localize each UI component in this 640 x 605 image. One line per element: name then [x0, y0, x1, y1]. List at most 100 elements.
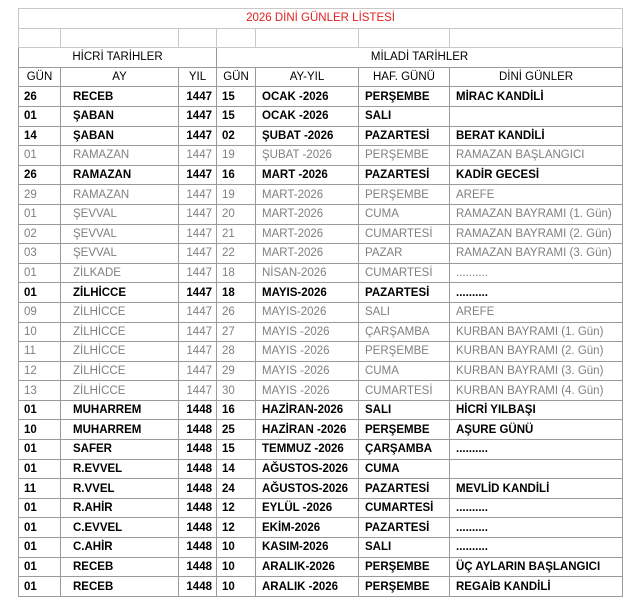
cell: KURBAN BAYRAMI (1. Gün) [448, 321, 624, 343]
cell: 01 [18, 203, 61, 225]
cell: AREFE [448, 301, 624, 323]
cell: EKİM-2026 [255, 517, 359, 539]
cell: 1447 [178, 86, 217, 107]
cell: ZİLHİCCE [60, 282, 179, 303]
cell: 19 [216, 145, 256, 166]
cell: PERŞEMBE [358, 341, 450, 362]
cell [448, 458, 624, 480]
cell: 26 [18, 164, 61, 186]
cell: ŞUBAT -2026 [255, 145, 359, 166]
cell: .......... [448, 262, 624, 284]
title-row: 2026 DİNİ GÜNLER LİSTESİ [17, 8, 624, 29]
cell: 1448 [178, 537, 217, 558]
holiday-table: 2026 DİNİ GÜNLER LİSTESİ HİCRİ TARİHLER … [17, 8, 624, 597]
cell: .......... [448, 282, 624, 303]
data-row: 29 RAMAZAN 1447 19 MART-2026 PERŞEMBE AREFE [18, 184, 624, 205]
column-header: AY [60, 66, 179, 88]
cell: MAYIS-2026 [255, 282, 359, 303]
cell: REGAİB KANDİLİ [448, 576, 624, 597]
data-row: 02 ŞEVVAL 1447 21 MART-2026 CUMARTESİ RAMAZAN … [18, 223, 624, 245]
cell: MEVLİD KANDİLİ [448, 478, 624, 499]
cell: 01 [18, 556, 61, 578]
cell: AŞURE GÜNÜ [448, 419, 624, 441]
cell: ARALIK -2026 [255, 576, 359, 597]
cell: 01 [18, 439, 61, 460]
cell: RECEB [60, 576, 179, 597]
cell: 1447 [178, 105, 217, 127]
cell: 1447 [178, 262, 217, 284]
cell: 21 [216, 223, 256, 245]
cell: 18 [216, 262, 256, 284]
data-row: 01 R.AHİR 1448 12 EYLÜL -2026 CUMARTESİ......… [18, 497, 624, 519]
cell: ÇARŞAMBA [358, 439, 450, 460]
cell: MİRAC KANDİLİ [448, 86, 624, 107]
cell: RECEB [60, 556, 179, 578]
data-row: 01 RECEB 1448 10 ARALIK -2026 PERŞEMBE REGAİB … [18, 576, 624, 597]
cell: 1447 [178, 203, 217, 225]
cell: C.EVVEL [60, 517, 179, 539]
cell: CUMA [358, 360, 450, 382]
cell: .......... [448, 537, 624, 558]
cell: 1448 [178, 497, 217, 519]
cell: 26 [18, 86, 61, 107]
cell: PAZARTESİ [358, 125, 450, 147]
cell: 15 [216, 439, 256, 460]
cell: 01 [18, 517, 61, 539]
cell: 16 [216, 164, 256, 186]
cell: RAMAZAN [60, 145, 179, 166]
cell: CUMARTESİ [358, 262, 450, 284]
cell: 1447 [178, 164, 217, 186]
cell: 20 [216, 203, 256, 225]
data-row: 26 RECEB 1447 15 OCAK -2026 PERŞEMBE MİRAC KAN… [18, 86, 624, 107]
cell: 1447 [178, 145, 217, 166]
cell: ZİLHİCCE [60, 341, 179, 362]
cell [255, 27, 359, 49]
cell: 25 [216, 419, 256, 441]
cell: 01 [18, 399, 61, 421]
cell: 1447 [178, 223, 217, 245]
cell: 27 [216, 321, 256, 343]
data-row: 03 ŞEVVAL 1447 22 MART-2026 PAZAR RAMAZAN BAYR… [18, 243, 624, 264]
cell: PERŞEMBE [358, 556, 450, 578]
data-row: 01 RAMAZAN 1447 19 ŞUBAT -2026 PERŞEMBE RAMAZA… [18, 145, 624, 166]
cell: ÜÇ AYLARIN BAŞLANGICI [448, 556, 624, 578]
cell [18, 27, 61, 49]
cell: 1447 [178, 125, 217, 147]
cell: 1447 [178, 282, 217, 303]
data-row: 01 ŞEVVAL 1447 20 MART-2026 CUMA RAMAZAN BAYRA… [18, 203, 624, 225]
cell: BERAT KANDİLİ [448, 125, 624, 147]
cell: CUMARTESİ [358, 223, 450, 245]
cell: 01 [18, 576, 61, 597]
column-header-row: GÜN AY YIL GÜN AY-YIL HAF. GÜNÜ DİNİ GÜNLER [18, 66, 624, 88]
cell: MART-2026 [255, 223, 359, 245]
cell: 1448 [178, 419, 217, 441]
cell: 24 [216, 478, 256, 499]
cell: 01 [18, 145, 61, 166]
cell: .......... [448, 439, 624, 460]
cell: ŞEVVAL [60, 203, 179, 225]
cell: 19 [216, 184, 256, 205]
cell: RAMAZAN [60, 184, 179, 205]
cell [178, 27, 217, 49]
cell [216, 27, 256, 49]
cell: ZİLHİCCE [60, 301, 179, 323]
cell: 1448 [178, 556, 217, 578]
cell: 1447 [178, 184, 217, 205]
group-header: HİCRİ TARİHLER [18, 47, 217, 68]
cell: HAZİRAN -2026 [255, 419, 359, 441]
column-header: GÜN [216, 66, 256, 88]
cell: 03 [18, 243, 61, 264]
data-row: 01 R.EVVEL 1448 14 AĞUSTOS-2026 CUMA [18, 458, 624, 480]
cell: R.VVEL [60, 478, 179, 499]
cell: 10 [18, 419, 61, 441]
cell [448, 27, 624, 49]
cell: PERŞEMBE [358, 145, 450, 166]
cell: MAYIS -2026 [255, 360, 359, 382]
cell: PERŞEMBE [358, 184, 450, 205]
cell: KURBAN BAYRAMI (3. Gün) [448, 360, 624, 382]
cell: 14 [18, 125, 61, 147]
data-row: 11 R.VVEL 1448 24 AĞUSTOS-2026 PAZARTESİ MEVLİ… [18, 478, 624, 499]
cell: 29 [18, 184, 61, 205]
cell: 30 [216, 380, 256, 401]
cell: NİSAN-2026 [255, 262, 359, 284]
